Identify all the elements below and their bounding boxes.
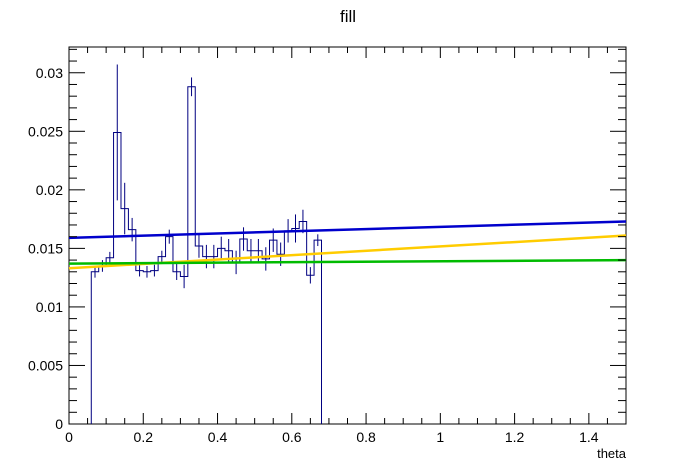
y-tick-label: 0.025	[28, 123, 63, 139]
x-axis-title: theta	[597, 446, 627, 461]
histogram	[90, 64, 323, 424]
histogram-outline	[90, 86, 323, 424]
y-tick-label: 0.015	[28, 240, 63, 256]
x-tick-label: 0.6	[282, 429, 302, 445]
fit-lines	[68, 220, 627, 270]
y-tick-label: 0	[55, 416, 63, 432]
x-tick-label: 1.2	[505, 429, 525, 445]
series-line-3	[68, 258, 627, 265]
x-tick-label: 0.2	[134, 429, 154, 445]
y-tick-label: 0.005	[28, 357, 63, 373]
x-tick-label: 1.4	[579, 429, 599, 445]
x-tick-label: 1	[436, 429, 444, 445]
y-tick-label: 0.01	[36, 299, 63, 315]
y-tick-label: 0.03	[36, 65, 63, 81]
series-line-1	[68, 220, 627, 240]
x-tick-label: 0	[65, 429, 73, 445]
axes: 0 0.2 0.4 0.6 0.8 1 1.2 1.4 0 0.005 0.01 0.015 0.02 0…	[28, 47, 627, 445]
chart-title: fill	[340, 7, 356, 26]
x-tick-label: 0.8	[356, 429, 376, 445]
y-tick-label: 0.02	[36, 182, 63, 198]
x-tick-label: 0.4	[208, 429, 228, 445]
